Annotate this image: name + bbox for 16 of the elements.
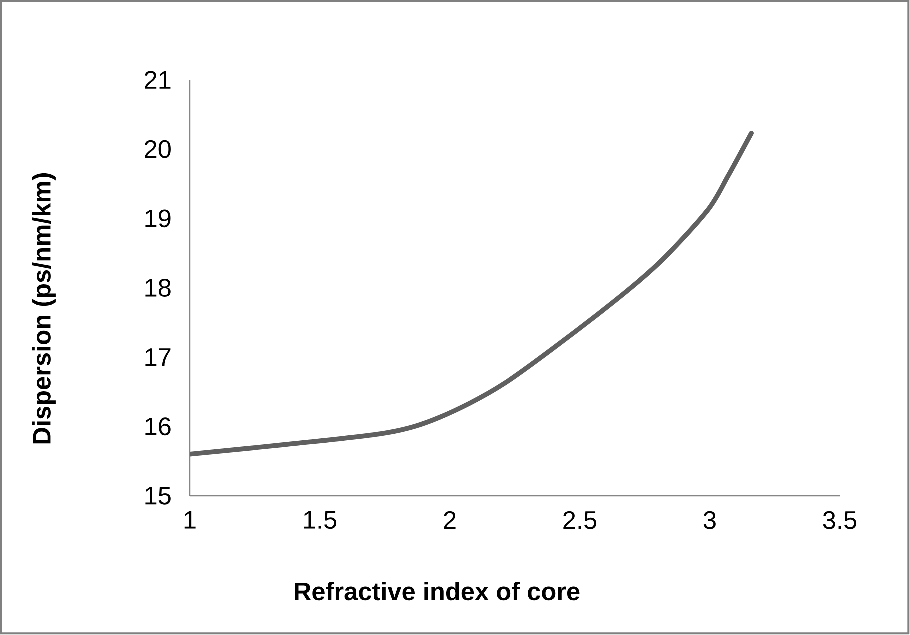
y-tick-label: 18: [146, 279, 171, 297]
y-tick-label: 20: [145, 140, 171, 158]
x-tick-label: 3.5: [823, 511, 857, 530]
y-tick-label: 16: [146, 418, 171, 436]
x-tick-label: 1.5: [304, 511, 337, 530]
y-tick-label: 21: [145, 71, 171, 89]
x-tick-label: 3: [704, 511, 716, 530]
y-tick-label: 15: [146, 487, 171, 505]
x-axis-title: Refractive index of core: [295, 582, 580, 601]
line-series: [190, 130, 754, 457]
y-axis-title: Dispersion (ps/nm/km): [32, 174, 56, 444]
x-tick-label: 2: [444, 511, 456, 530]
y-tick-label: 19: [146, 210, 171, 228]
x-tick-label: 1: [184, 511, 196, 529]
x-tick-label: 2.5: [564, 511, 597, 530]
y-tick-label: 17: [146, 348, 171, 366]
